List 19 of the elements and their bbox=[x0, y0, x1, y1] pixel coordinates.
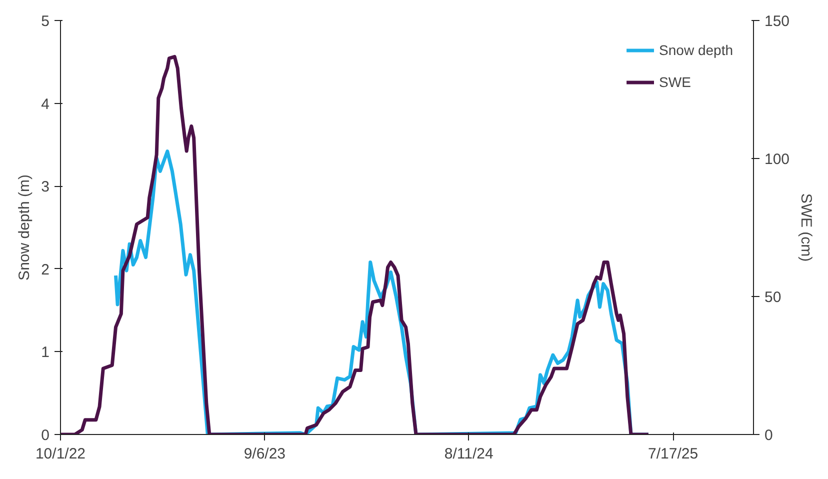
y2-tick-label: 150 bbox=[764, 13, 790, 30]
y2-tick-label: 0 bbox=[764, 427, 773, 444]
legend-label: SWE bbox=[659, 74, 691, 90]
y2-tick-label: 100 bbox=[764, 151, 790, 168]
line-series bbox=[60, 54, 650, 434]
y-axis-title: Snow depth (m) bbox=[16, 174, 34, 280]
y-tick-label: 0 bbox=[41, 427, 50, 444]
x-tick-label: 7/17/25 bbox=[648, 446, 698, 462]
y-tick-label: 4 bbox=[41, 96, 50, 113]
y-tick-label: 5 bbox=[41, 13, 50, 30]
y-tick-label: 1 bbox=[41, 344, 50, 362]
y-tick-label: 3 bbox=[41, 178, 50, 196]
y2-tick-label: 50 bbox=[764, 289, 782, 306]
y-tick-label: 2 bbox=[41, 261, 50, 278]
x-tick-label: 9/6/23 bbox=[244, 446, 286, 462]
legend-label: Snow depth bbox=[659, 42, 733, 58]
x-tick-label: 10/1/22 bbox=[35, 446, 86, 462]
y2-axis-title: SWE (cm) bbox=[798, 193, 815, 262]
x-tick-label: 8/11/24 bbox=[444, 446, 494, 462]
